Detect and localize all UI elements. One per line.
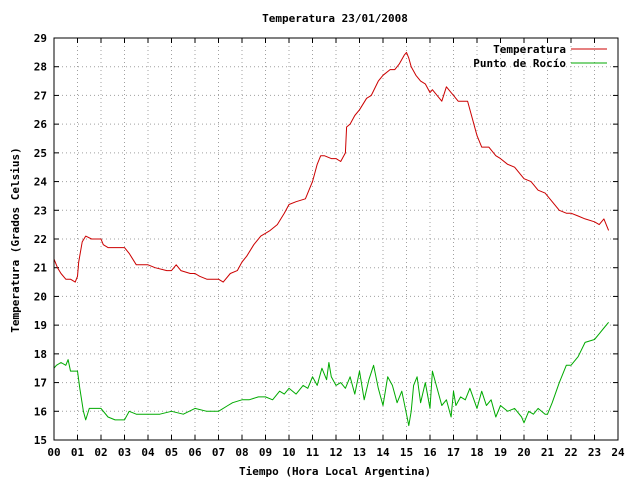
x-tick-label: 14 (376, 446, 390, 459)
y-tick-label: 22 (34, 233, 47, 246)
chart-title: Temperatura 23/01/2008 (262, 12, 408, 25)
series-line-1 (53, 321, 609, 427)
y-tick-label: 17 (34, 377, 47, 390)
x-tick-label: 15 (400, 446, 413, 459)
y-tick-label: 15 (34, 434, 47, 447)
x-tick-label: 21 (541, 446, 555, 459)
grid-lines (54, 38, 618, 440)
x-tick-label: 10 (282, 446, 295, 459)
x-tick-label: 22 (564, 446, 577, 459)
x-tick-label: 18 (470, 446, 483, 459)
x-tick-label: 12 (329, 446, 342, 459)
y-tick-label: 28 (34, 61, 47, 74)
y-tick-label: 16 (34, 405, 48, 418)
y-tick-label: 25 (34, 147, 47, 160)
y-tick-label: 27 (34, 89, 47, 102)
axis-ticks: 00 01 02 03 04 05 06 07 08 09 10 11 12 13 14 15 16 17 18 19… (34, 32, 625, 459)
x-tick-label: 24 (611, 446, 625, 459)
x-tick-label: 06 (188, 446, 202, 459)
x-tick-label: 08 (235, 446, 248, 459)
x-tick-label: 09 (259, 446, 272, 459)
y-tick-label: 23 (34, 204, 47, 217)
x-tick-label: 01 (71, 446, 85, 459)
x-tick-label: 13 (353, 446, 366, 459)
x-tick-label: 17 (447, 446, 460, 459)
y-tick-label: 19 (34, 319, 47, 332)
legend-label-1: Punto de Rocío (473, 57, 566, 70)
x-tick-label: 02 (94, 446, 107, 459)
y-axis-label: Temperatura (Grados Celsius) (9, 147, 22, 332)
series-line-0 (53, 51, 610, 283)
x-tick-label: 07 (212, 446, 225, 459)
x-tick-label: 16 (423, 446, 437, 459)
x-tick-label: 03 (118, 446, 131, 459)
legend-label-0: Temperatura (493, 43, 566, 56)
y-tick-label: 24 (34, 176, 48, 189)
y-tick-label: 26 (34, 118, 48, 131)
y-tick-label: 21 (34, 262, 48, 275)
x-tick-label: 20 (517, 446, 530, 459)
y-tick-label: 18 (34, 348, 47, 361)
x-tick-label: 00 (47, 446, 60, 459)
series-lines (53, 51, 610, 427)
x-tick-label: 11 (306, 446, 320, 459)
plot-frame (53, 37, 619, 441)
x-tick-label: 19 (494, 446, 507, 459)
x-tick-label: 23 (588, 446, 601, 459)
x-tick-label: 04 (141, 446, 155, 459)
x-tick-label: 05 (165, 446, 178, 459)
y-tick-label: 20 (34, 290, 47, 303)
x-axis-label: Tiempo (Hora Local Argentina) (239, 465, 431, 478)
y-tick-label: 29 (34, 32, 47, 45)
